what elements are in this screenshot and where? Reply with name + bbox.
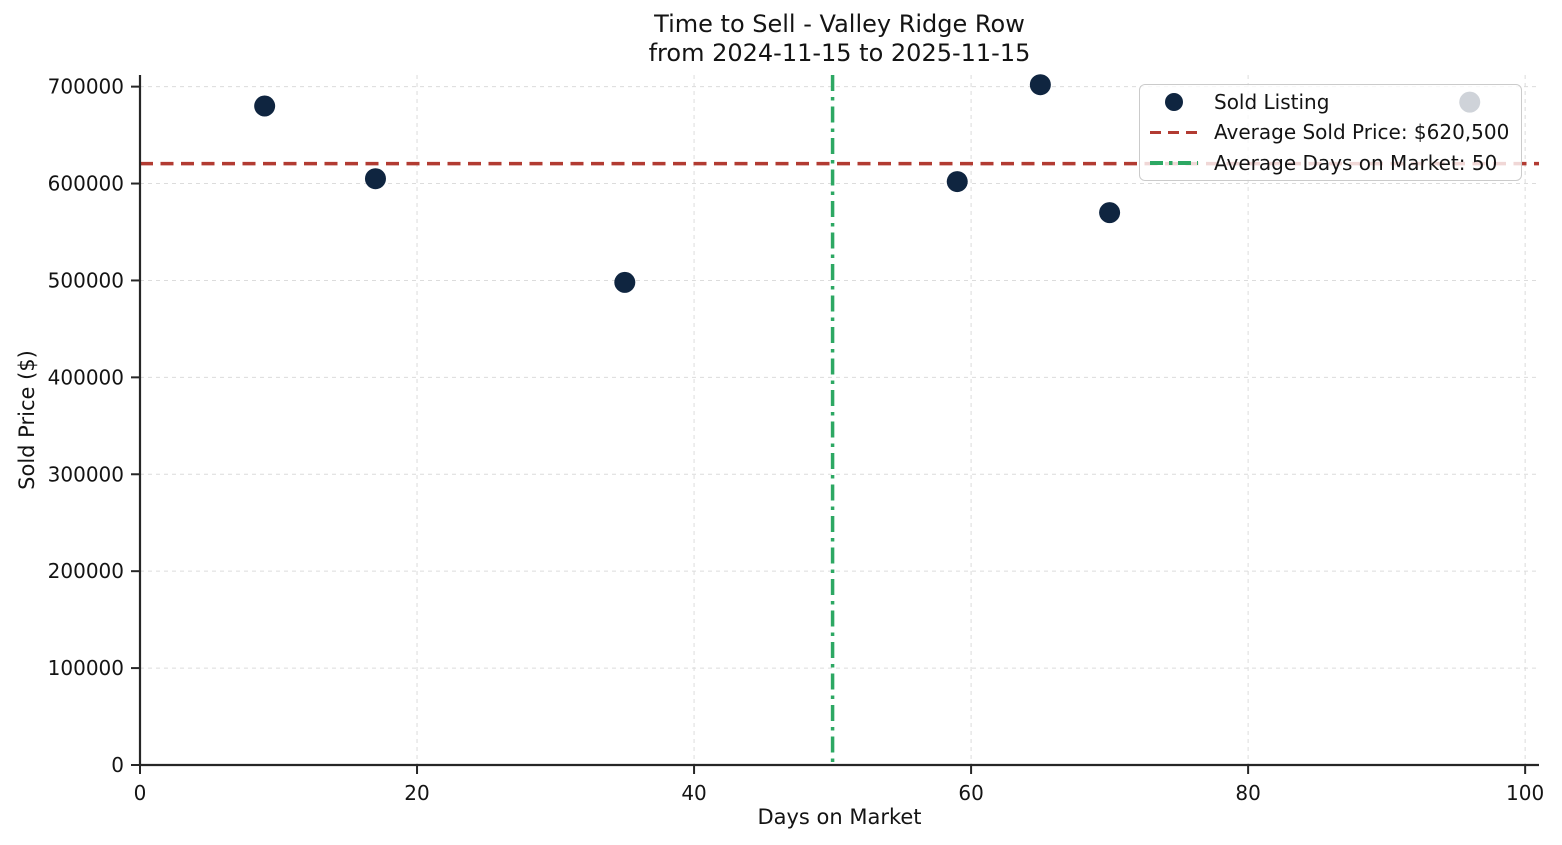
sold-listing-dot-icon	[1150, 93, 1198, 112]
x-tick-label: 80	[1235, 781, 1260, 805]
y-tick-label: 400000	[48, 365, 124, 389]
y-tick-label: 500000	[48, 268, 124, 292]
legend-item-sold-listing: Sold Listing	[1150, 87, 1511, 117]
legend-item-average-sold-price: Average Sold Price: $620,500	[1150, 117, 1511, 147]
y-tick-label: 700000	[48, 75, 124, 99]
legend-item-average-days-on-market: Average Days on Market: 50	[1150, 148, 1511, 178]
x-tick-label: 60	[958, 781, 983, 805]
y-tick-label: 600000	[48, 172, 124, 196]
green-dashdot-line-icon	[1150, 161, 1198, 165]
legend-label: Average Sold Price: $620,500	[1214, 120, 1510, 145]
y-tick-label: 100000	[48, 656, 124, 680]
legend: Sold Listing Average Sold Price: $620,50…	[1139, 84, 1522, 181]
y-axis-label: Sold Price ($)	[15, 350, 39, 490]
chart-subtitle: from 2024-11-15 to 2025-11-15	[648, 39, 1031, 68]
x-tick-label: 20	[404, 781, 429, 805]
legend-label: Sold Listing	[1214, 90, 1330, 115]
chart-title: Time to Sell - Valley Ridge Row	[654, 10, 1025, 38]
sold-listing-point	[1029, 74, 1051, 96]
x-tick-label: 0	[134, 781, 147, 805]
y-tick-label: 300000	[48, 462, 124, 486]
sold-listing-point	[614, 271, 636, 293]
x-axis-label: Days on Market	[757, 805, 922, 829]
x-tick-label: 40	[681, 781, 706, 805]
x-tick-label: 100	[1506, 781, 1544, 805]
sold-listing-point	[254, 95, 276, 117]
legend-label: Average Days on Market: 50	[1214, 150, 1498, 175]
sold-listing-point	[946, 171, 968, 193]
red-dashed-line-icon	[1150, 130, 1198, 135]
y-tick-label: 200000	[48, 559, 124, 583]
sold-listing-point	[1099, 202, 1121, 224]
chart-title-block: Time to Sell - Valley Ridge Row from 202…	[140, 10, 1539, 69]
y-tick-label: 0	[111, 753, 124, 777]
sold-listing-point	[364, 168, 386, 190]
